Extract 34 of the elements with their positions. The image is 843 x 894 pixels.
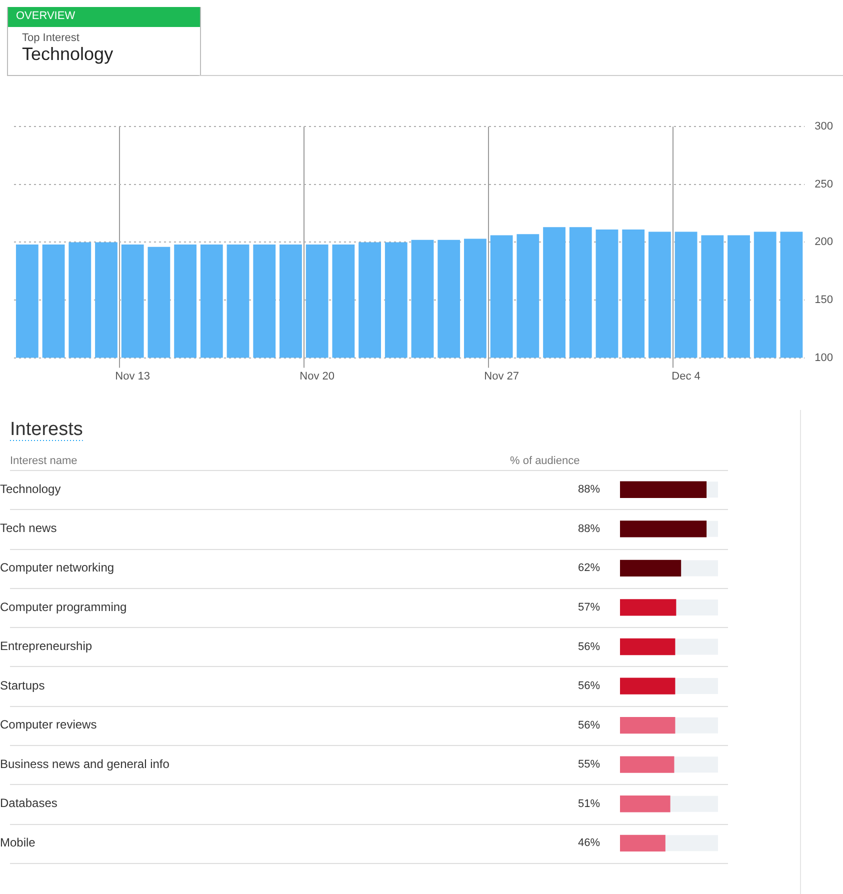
text: OVERVIEW bbox=[8, 7, 200, 27]
y-tick-label: 250 bbox=[814, 178, 834, 190]
x-axis-title: % of audience bbox=[510, 455, 580, 467]
y-tick-label: Startups bbox=[0, 678, 45, 692]
y-tick-label: Databases bbox=[0, 796, 58, 810]
text: Interests bbox=[10, 419, 83, 440]
y-tick-label: Technology bbox=[0, 482, 61, 496]
x-tick-label: Dec 4 bbox=[672, 370, 700, 382]
y-axis-title: Interest name bbox=[10, 455, 78, 467]
data-label: 62% bbox=[578, 562, 600, 574]
y-tick-label: Computer programming bbox=[0, 600, 127, 614]
x-tick-label: Nov 20 bbox=[300, 370, 335, 382]
data-label: 56% bbox=[578, 719, 600, 732]
y-tick-label: Entrepreneurship bbox=[0, 639, 92, 654]
data-label: 46% bbox=[578, 837, 600, 850]
y-tick-label: 100 bbox=[814, 352, 834, 364]
data-label: 88% bbox=[578, 484, 600, 496]
data-label: 56% bbox=[578, 680, 600, 692]
y-tick-label: Business news and general info bbox=[0, 756, 170, 771]
data-label: 88% bbox=[578, 522, 600, 535]
y-tick-label: Computer reviews bbox=[0, 718, 97, 732]
y-tick-label: Mobile bbox=[0, 835, 36, 850]
y-tick-label: 300 bbox=[814, 120, 834, 133]
x-tick-label: Nov 27 bbox=[484, 370, 519, 382]
data-label: 51% bbox=[578, 798, 600, 810]
y-tick-label: 200 bbox=[814, 236, 834, 248]
x-tick-label: Nov 13 bbox=[115, 370, 150, 382]
data-label: 55% bbox=[578, 758, 600, 771]
y-tick-label: Computer networking bbox=[0, 560, 114, 575]
text: Top Interest bbox=[21, 31, 80, 44]
data-label: 57% bbox=[578, 602, 600, 614]
data-label: 56% bbox=[578, 640, 600, 653]
y-tick-label: 150 bbox=[814, 294, 834, 306]
y-tick-label: Tech news bbox=[0, 521, 57, 536]
